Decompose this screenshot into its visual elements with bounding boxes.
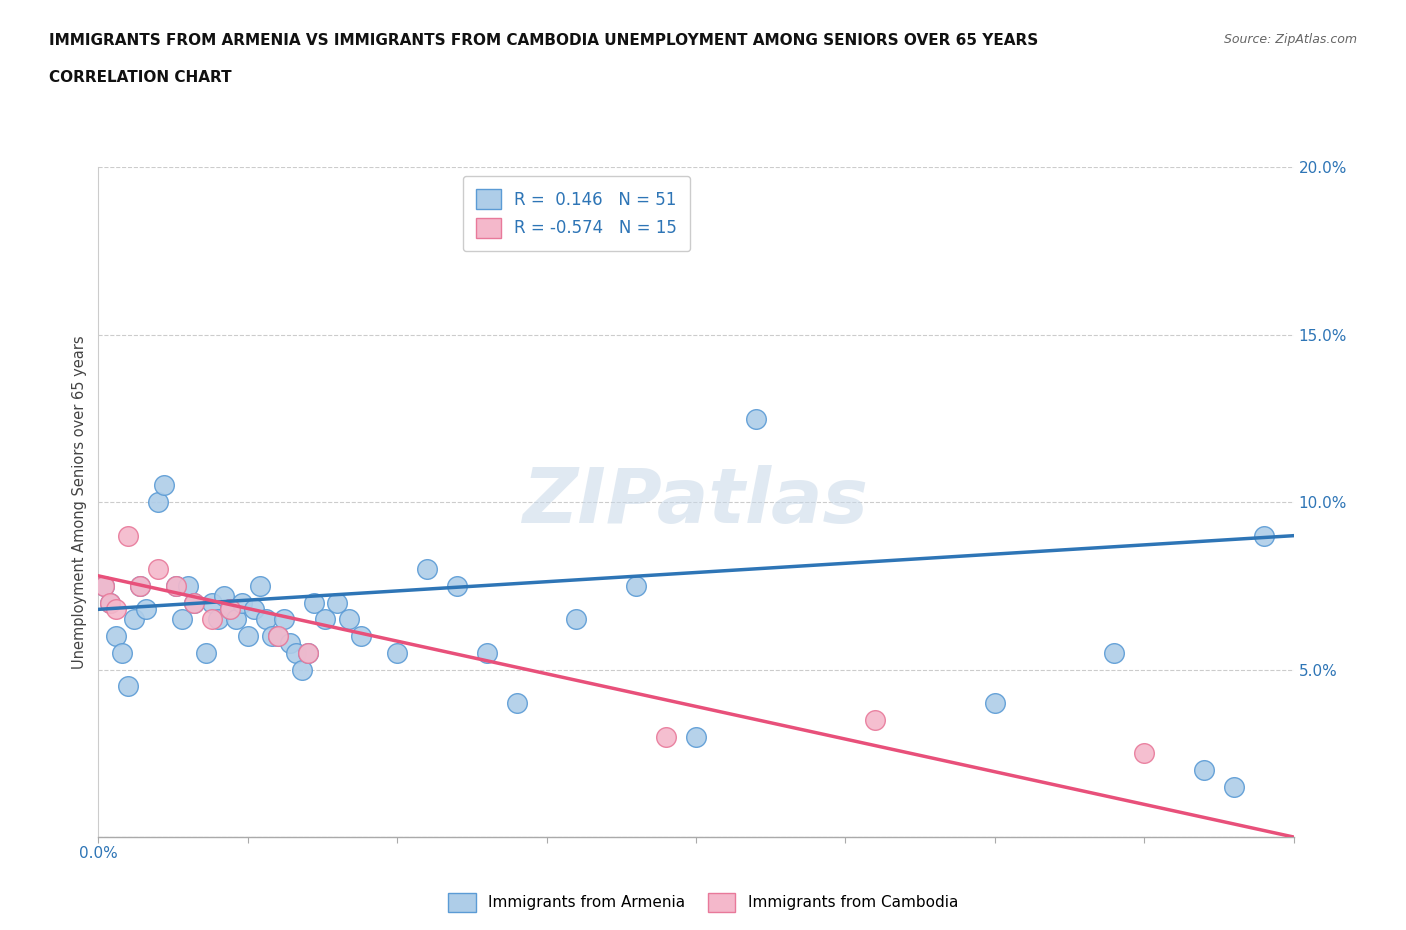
Point [165, 578, 187, 593]
Point [267, 629, 290, 644]
Point [129, 578, 152, 593]
Point [1104, 645, 1126, 660]
Point [284, 645, 307, 660]
Point [165, 578, 187, 593]
Text: 0.0%: 0.0% [79, 845, 118, 860]
Point [219, 602, 242, 617]
Point [685, 729, 707, 744]
Point [98, 595, 122, 610]
Point [260, 629, 283, 644]
Point [1133, 746, 1156, 761]
Point [117, 528, 139, 543]
Point [745, 411, 768, 426]
Text: IMMIGRANTS FROM ARMENIA VS IMMIGRANTS FROM CAMBODIA UNEMPLOYMENT AMONG SENIORS O: IMMIGRANTS FROM ARMENIA VS IMMIGRANTS FR… [49, 33, 1039, 47]
Point [475, 645, 498, 660]
Point [183, 595, 205, 610]
Point [385, 645, 409, 660]
Point [201, 612, 224, 627]
Point [105, 602, 128, 617]
Point [267, 629, 290, 644]
Point [446, 578, 468, 593]
Point [105, 629, 128, 644]
Point [506, 696, 529, 711]
Point [278, 635, 301, 650]
Text: ZIPatlas: ZIPatlas [523, 465, 869, 539]
Point [236, 629, 259, 644]
Point [194, 645, 218, 660]
Point [339, 612, 360, 627]
Point [1223, 779, 1246, 794]
Text: Source: ZipAtlas.com: Source: ZipAtlas.com [1223, 33, 1357, 46]
Point [135, 602, 157, 617]
Point [219, 602, 242, 617]
Point [290, 662, 312, 677]
Point [865, 712, 887, 727]
Point [297, 645, 319, 660]
Point [117, 679, 139, 694]
Point [983, 696, 1005, 711]
Point [315, 612, 337, 627]
Point [225, 612, 247, 627]
Point [201, 595, 224, 610]
Point [1192, 763, 1215, 777]
Point [565, 612, 588, 627]
Y-axis label: Unemployment Among Seniors over 65 years: Unemployment Among Seniors over 65 years [72, 336, 87, 669]
Point [98, 595, 122, 610]
Point [254, 612, 277, 627]
Point [172, 612, 194, 627]
Point [183, 595, 205, 610]
Point [148, 562, 170, 577]
Point [93, 578, 115, 593]
Point [124, 612, 146, 627]
Point [177, 578, 200, 593]
Legend: R =  0.146   N = 51, R = -0.574   N = 15: R = 0.146 N = 51, R = -0.574 N = 15 [463, 176, 690, 251]
Point [148, 495, 170, 510]
Point [1253, 528, 1275, 543]
Point [326, 595, 349, 610]
Point [93, 578, 115, 593]
Point [153, 478, 176, 493]
Point [111, 645, 134, 660]
Point [302, 595, 325, 610]
Point [624, 578, 647, 593]
Point [273, 612, 295, 627]
Point [243, 602, 266, 617]
Legend: Immigrants from Armenia, Immigrants from Cambodia: Immigrants from Armenia, Immigrants from… [441, 887, 965, 918]
Point [297, 645, 319, 660]
Text: CORRELATION CHART: CORRELATION CHART [49, 70, 232, 85]
Point [655, 729, 678, 744]
Point [129, 578, 152, 593]
Point [231, 595, 253, 610]
Point [207, 612, 229, 627]
Point [212, 589, 235, 604]
Point [350, 629, 373, 644]
Point [416, 562, 439, 577]
Point [249, 578, 271, 593]
